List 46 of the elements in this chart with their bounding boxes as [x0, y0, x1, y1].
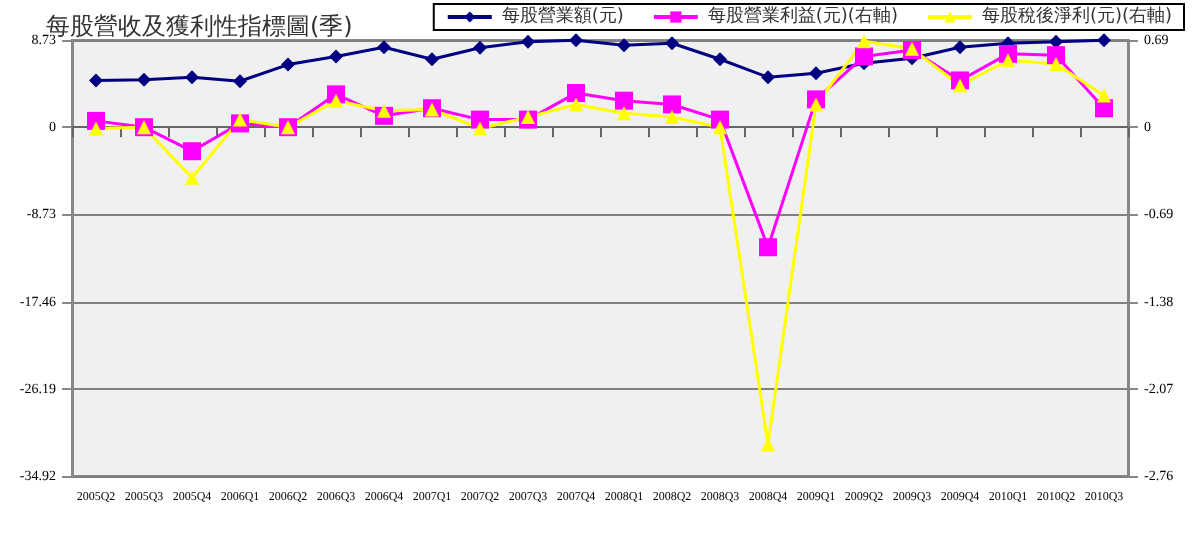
- legend-label: 每股營業額(元): [501, 5, 624, 27]
- point: [425, 52, 439, 67]
- point: [329, 49, 343, 64]
- point: [329, 93, 343, 108]
- point: [809, 97, 823, 112]
- legend-label: 每股稅後淨利(元)(右軸): [981, 5, 1172, 27]
- point: [473, 121, 487, 136]
- point: [567, 84, 585, 103]
- point: [569, 97, 583, 112]
- point: [137, 72, 151, 87]
- point: [233, 74, 247, 89]
- point: [665, 36, 679, 51]
- point: [185, 170, 199, 185]
- point: [857, 34, 871, 49]
- point: [663, 95, 681, 114]
- point: [759, 238, 777, 257]
- legend-label: 每股營業利益(元)(右軸): [707, 5, 898, 27]
- point: [89, 73, 103, 88]
- point: [471, 110, 489, 129]
- point: [1097, 88, 1111, 103]
- point: [473, 40, 487, 55]
- point: [1097, 33, 1111, 48]
- point: [953, 40, 967, 55]
- point: [521, 34, 535, 49]
- point: [1049, 57, 1063, 72]
- point: [1047, 46, 1065, 65]
- point: [615, 91, 633, 110]
- point: [89, 121, 103, 136]
- point: [281, 57, 295, 72]
- point: [1001, 53, 1015, 68]
- point: [377, 103, 391, 118]
- point: [953, 78, 967, 93]
- point: [761, 70, 775, 85]
- point: [713, 52, 727, 67]
- point: [1049, 34, 1063, 49]
- point: [377, 40, 391, 55]
- point: [809, 66, 823, 81]
- point: [569, 33, 583, 48]
- point: [713, 120, 727, 135]
- point: [617, 106, 631, 121]
- point: [617, 38, 631, 53]
- point: [185, 70, 199, 85]
- point: [855, 47, 873, 66]
- point: [183, 142, 201, 161]
- point: [233, 112, 247, 127]
- point: [665, 110, 679, 125]
